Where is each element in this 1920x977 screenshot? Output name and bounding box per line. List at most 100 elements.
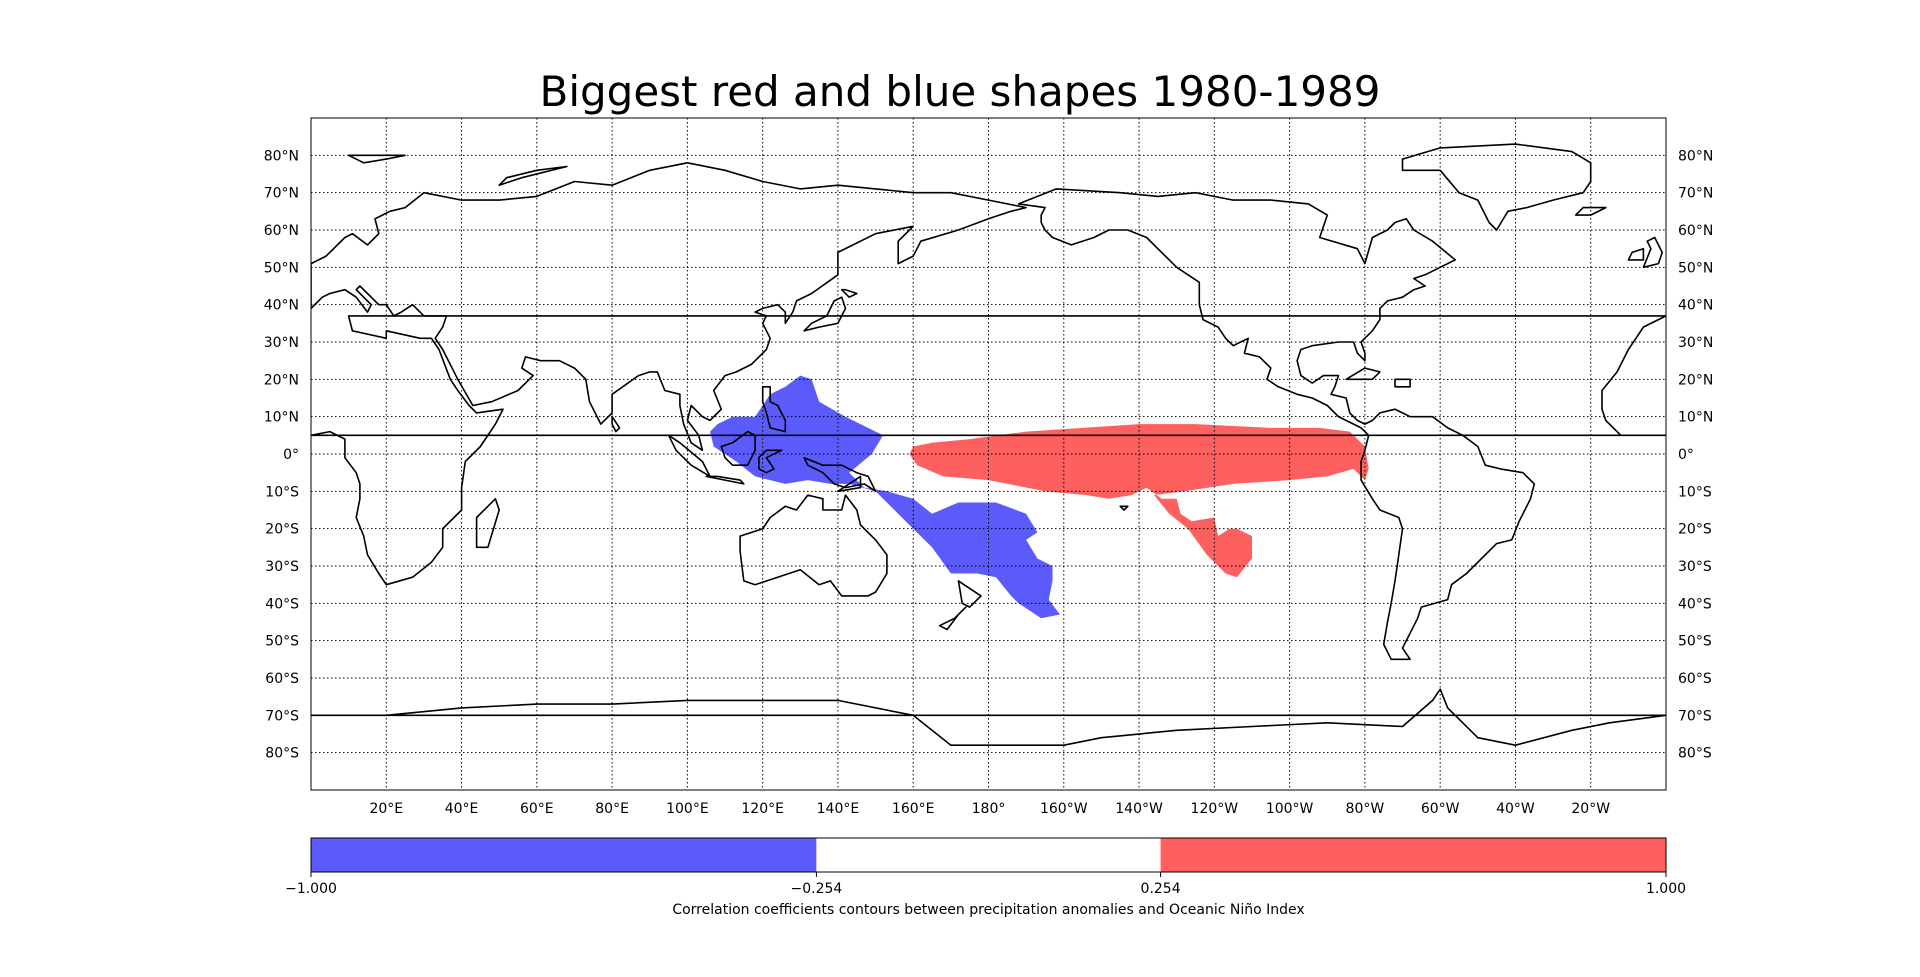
coastline [475,497,501,549]
coastline [758,449,783,474]
coastline [705,475,745,485]
coastline [1345,367,1381,381]
coastline [498,165,568,186]
longitude-label: 20°E [369,801,403,817]
latitude-label: 40°S [1678,596,1712,612]
coastline [311,162,1027,452]
longitude-labels: 20°E 40°E 60°E 80°E 100°E 120°E 140°E 160°E 180°… [369,801,1610,817]
coastline [761,385,787,433]
latitude-label: 40°N [264,298,299,314]
coastline [1119,505,1129,511]
latitude-label: 80°N [1678,148,1713,164]
map-title: Biggest red and blue shapes 1980-1989 [539,67,1381,116]
coastlines [311,143,1666,747]
latitude-label: 30°S [265,559,299,575]
coastline [667,434,711,478]
latitude-label: 50°S [1678,634,1712,650]
colorbar-segment [311,838,817,872]
colorbar-segment [1160,838,1666,872]
negative-correlation-region [710,375,1060,619]
colorbar-frame [310,837,1667,873]
colorbar-tick-label: 0.254 [1141,881,1181,897]
latitude-label: 30°N [264,335,299,351]
latitude-label: 10°N [264,410,299,426]
longitude-label: 40°W [1496,801,1535,817]
map-frame [310,117,1667,791]
longitude-label: 140°E [817,801,860,817]
longitude-label: 80°W [1346,801,1385,817]
latitude-label: 30°N [1678,335,1713,351]
coastline [1642,236,1663,269]
longitude-label: 60°W [1421,801,1460,817]
longitude-label: 120°E [741,801,784,817]
longitude-label: 40°E [445,801,479,817]
latitude-label: 0° [1678,447,1694,463]
coastline [347,154,406,164]
colorbar: −1.000 −0.254 0.254 1.000 Correlation coeff… [285,837,1686,918]
latitude-label: 80°N [264,148,299,164]
coastline [1574,206,1607,216]
positive-correlation-region [909,424,1369,578]
longitude-label: 160°W [1040,801,1088,817]
longitude-label: 140°W [1115,801,1163,817]
colorbar-label: Correlation coefficients contours betwee… [672,902,1304,918]
longitude-label: 60°E [520,801,554,817]
latitude-label: 60°N [264,223,299,239]
coastline [840,288,858,299]
latitude-label: 10°S [265,484,299,500]
coastline [803,456,877,493]
coastline [1401,143,1592,231]
coastline [938,606,967,631]
latitude-label: 70°S [1678,708,1712,724]
longitude-label: 180° [972,801,1006,817]
longitude-label: 160°E [892,801,935,817]
latitude-label: 20°N [264,372,299,388]
latitude-label: 20°N [1678,372,1713,388]
coastline [837,475,862,493]
latitude-label: 60°S [1678,671,1712,687]
latitude-labels-right: 80°N 70°N 60°N 50°N 40°N 30°N 20°N 10°N 0° 10°S 20… [1678,148,1713,761]
colorbar-tick-label: −0.254 [791,881,843,897]
longitude-label: 80°E [595,801,629,817]
latitude-label: 50°S [265,634,299,650]
latitude-label: 20°S [265,522,299,538]
colorbar-tick-label: −1.000 [285,881,337,897]
map-area: 80°N 70°N 60°N 50°N 40°N 30°N 20°N 10°N 0° 10°S 20… [264,117,1713,817]
coastline [1394,378,1411,388]
coastline [1017,188,1536,661]
coastline [803,296,847,332]
latitude-label: 40°S [265,596,299,612]
coastline [1627,247,1645,261]
latitude-label: 10°S [1678,484,1712,500]
latitude-label: 30°S [1678,559,1712,575]
latitude-label: 50°N [1678,260,1713,276]
latitude-label: 70°N [1678,186,1713,202]
latitude-label: 10°N [1678,410,1713,426]
latitude-label: 80°S [1678,746,1712,762]
latitude-label: 70°S [265,708,299,724]
longitude-label: 20°W [1571,801,1610,817]
colorbar-segment [816,838,1161,872]
coastline [311,688,1666,747]
longitude-label: 120°W [1191,801,1239,817]
colorbar-ticks: −1.000 −0.254 0.254 1.000 [285,872,1686,897]
latitude-label: 80°S [265,746,299,762]
graticule [311,118,1666,790]
longitude-label: 100°W [1266,801,1314,817]
latitude-label: 70°N [264,186,299,202]
coastline [739,494,888,597]
correlation-regions [710,375,1369,619]
coastline [957,580,982,608]
latitude-label: 60°S [265,671,299,687]
latitude-label: 50°N [264,260,299,276]
coastline [311,315,1666,586]
coastline [611,415,621,433]
colorbar-tick-label: 1.000 [1646,881,1686,897]
latitude-label: 0° [283,447,299,463]
latitude-labels-left: 80°N 70°N 60°N 50°N 40°N 30°N 20°N 10°N 0° 10°S 20… [264,148,299,761]
longitude-label: 100°E [666,801,709,817]
latitude-label: 20°S [1678,522,1712,538]
latitude-label: 40°N [1678,298,1713,314]
latitude-label: 60°N [1678,223,1713,239]
